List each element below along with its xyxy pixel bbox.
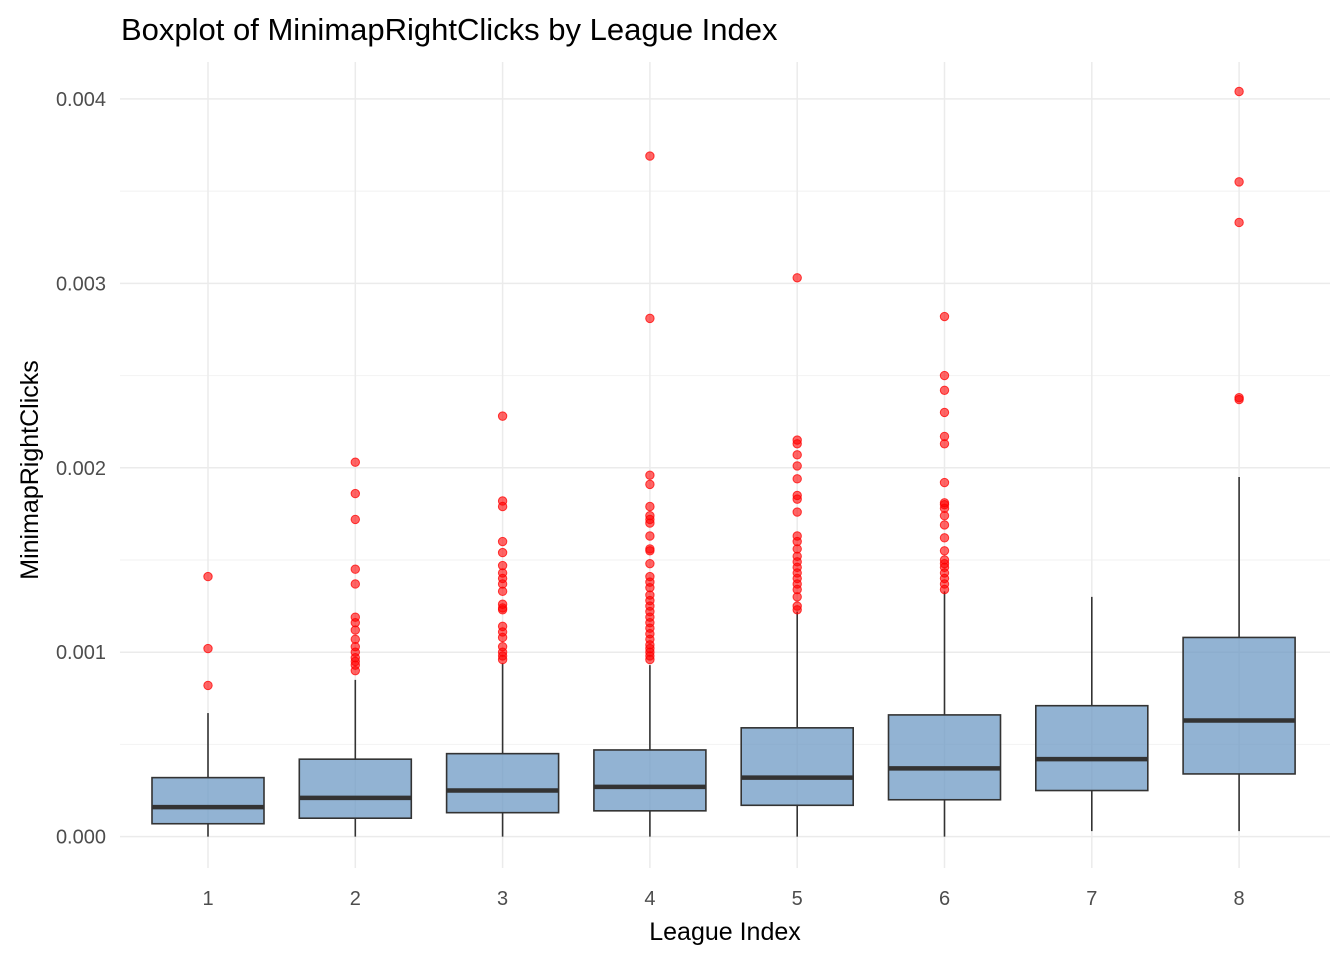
outlier-point — [939, 546, 950, 556]
box-group-5 — [740, 611, 855, 837]
outlier-point — [203, 680, 213, 691]
outlier-point — [203, 571, 213, 582]
boxes — [151, 476, 1296, 837]
outlier-point — [939, 477, 950, 488]
outlier-point — [645, 531, 655, 541]
outlier-point — [1234, 217, 1244, 228]
outlier-point — [350, 457, 360, 467]
outlier-point — [792, 601, 802, 611]
outlier-point — [645, 571, 655, 582]
outlier-point — [497, 496, 508, 506]
outlier-point — [497, 599, 508, 609]
y-tick-label: 0.004 — [56, 89, 106, 111]
outlier-point — [939, 520, 950, 530]
outlier-point — [350, 488, 360, 499]
y-axis-ticks: 0.000 0.001 0.002 0.003 0.004 — [56, 89, 106, 849]
box-group-1 — [151, 713, 265, 837]
x-tick-label: 1 — [202, 888, 213, 910]
box-iqr — [151, 776, 265, 825]
outlier-point — [645, 501, 655, 512]
outlier-point — [792, 450, 802, 460]
outlier-point — [939, 498, 950, 508]
outlier-point — [1234, 177, 1244, 187]
box-group-3 — [445, 663, 560, 837]
box-group-7 — [1035, 596, 1149, 832]
x-tick-label: 2 — [350, 888, 361, 910]
outlier-point — [645, 313, 655, 324]
box-iqr — [593, 749, 707, 812]
outlier-point — [792, 490, 802, 501]
box-iqr — [1182, 636, 1296, 775]
x-tick-label: 6 — [939, 888, 950, 910]
outlier-point — [939, 555, 950, 565]
y-axis-title: MinimapRightClicks — [16, 360, 44, 580]
chart-title: Boxplot of MinimapRightClicks by League … — [121, 12, 778, 47]
box-group-4 — [593, 665, 707, 837]
outlier-point — [645, 479, 655, 490]
y-tick-label: 0.000 — [56, 827, 106, 849]
outlier-point — [497, 641, 508, 652]
outlier-point — [1234, 392, 1244, 403]
box-iqr — [298, 758, 413, 820]
y-tick-label: 0.001 — [56, 642, 106, 664]
outlier-point — [939, 385, 950, 396]
box-group-2 — [298, 679, 413, 837]
outlier-point — [792, 461, 802, 471]
box-iqr — [1035, 704, 1149, 792]
outlier-point — [350, 634, 360, 644]
y-tick-label: 0.002 — [56, 458, 106, 480]
outlier-point — [645, 151, 655, 161]
outlier-point — [645, 511, 655, 521]
outlier-point — [792, 474, 802, 484]
box-iqr — [740, 727, 855, 807]
outlier-point — [350, 579, 360, 589]
box-group-6 — [887, 591, 1002, 837]
outlier-point — [939, 407, 950, 418]
box-group-8 — [1182, 476, 1296, 832]
outlier-point — [497, 621, 508, 632]
outlier-point — [350, 564, 360, 574]
x-axis-ticks: 1 2 3 4 5 6 7 8 — [202, 888, 1244, 910]
outlier-point — [497, 547, 508, 558]
outlier-point — [645, 470, 655, 480]
outlier-point — [792, 507, 802, 517]
outlier-point — [792, 435, 802, 445]
outlier-point — [350, 612, 360, 622]
outlier-point — [939, 311, 950, 322]
outlier-point — [1234, 86, 1244, 97]
outlier-point — [497, 560, 508, 571]
outlier-points — [203, 86, 1244, 691]
outlier-point — [939, 533, 950, 543]
x-tick-label: 7 — [1086, 888, 1097, 910]
outlier-point — [645, 558, 655, 569]
outlier-point — [645, 544, 655, 554]
outlier-point — [939, 431, 950, 442]
outlier-point — [497, 411, 508, 421]
outlier-point — [939, 370, 950, 381]
outlier-point — [203, 643, 213, 654]
y-tick-label: 0.003 — [56, 273, 106, 295]
outlier-point — [792, 273, 802, 283]
x-tick-label: 3 — [497, 888, 508, 910]
outlier-point — [792, 531, 802, 541]
x-axis-title: League Index — [649, 918, 801, 946]
box-iqr — [445, 752, 560, 814]
x-tick-label: 8 — [1234, 888, 1245, 910]
box-iqr — [887, 714, 1002, 801]
x-tick-label: 4 — [644, 888, 655, 910]
x-tick-label: 5 — [792, 888, 803, 910]
outlier-point — [497, 536, 508, 547]
outlier-point — [350, 514, 360, 525]
